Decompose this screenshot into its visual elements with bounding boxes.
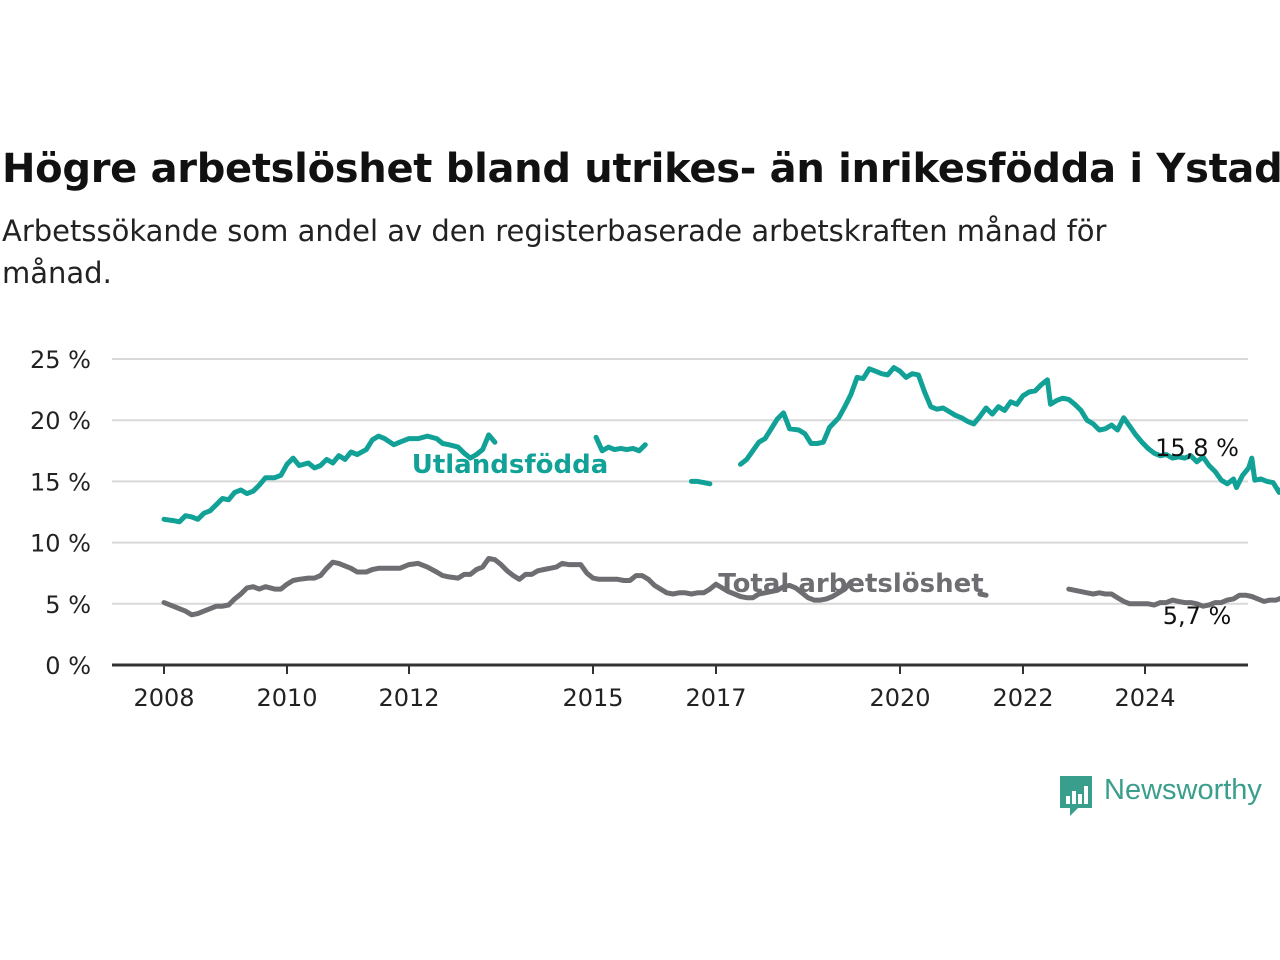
brand-name: Newsworthy — [1104, 774, 1262, 806]
newsworthy-logo: Newsworthy — [1058, 774, 1280, 818]
series-line — [977, 591, 989, 598]
y-axis-tick-labels: 0 % 5 % 10 % 15 % 20 % 25 % — [30, 346, 91, 680]
y-tick-label: 25 % — [30, 346, 91, 374]
series-labels: Utlandsfödda Total arbetslöshet 15,8 % 5,7 … — [412, 434, 1239, 630]
x-tick-label: 2024 — [1114, 684, 1175, 712]
x-tick-label: 2017 — [685, 684, 746, 712]
series-line — [161, 556, 854, 618]
chart-subtitle: Arbetssökande som andel av den registerb… — [2, 214, 1107, 290]
chart-title: Högre arbetslöshet bland utrikes- än inr… — [2, 146, 1280, 192]
y-tick-label: 20 % — [30, 407, 91, 435]
series-line — [593, 434, 648, 454]
x-tick-label: 2020 — [869, 684, 930, 712]
y-tick-label: 10 % — [30, 530, 91, 558]
x-tick-label: 2008 — [133, 684, 194, 712]
end-value-label-total: 5,7 % — [1163, 602, 1232, 630]
x-tick-label: 2015 — [562, 684, 623, 712]
series-line — [161, 432, 498, 525]
x-tick-label: 2022 — [992, 684, 1053, 712]
y-tick-label: 0 % — [45, 652, 91, 680]
series-line — [688, 478, 713, 487]
x-tick-label: 2012 — [378, 684, 439, 712]
series-label-foreign: Utlandsfödda — [412, 450, 609, 480]
y-tick-label: 5 % — [45, 591, 91, 619]
line-chart: 0 %5 %10 %15 %20 %25 % 2008 2010 2012 2015 2… — [30, 346, 1280, 712]
newsworthy-bar-chart-icon — [1060, 776, 1092, 816]
y-tick-label: 15 % — [30, 468, 91, 496]
series-line — [738, 365, 1280, 495]
series-label-total: Total arbetslöshet — [718, 569, 983, 599]
gridlines — [112, 358, 1248, 605]
series-line — [1066, 586, 1280, 609]
x-axis: 2008 2010 2012 2015 2017 2020 2022 2024 — [112, 663, 1248, 712]
series-lines — [161, 365, 1280, 618]
x-tick-label: 2010 — [256, 684, 317, 712]
end-value-label-foreign: 15,8 % — [1155, 434, 1239, 462]
